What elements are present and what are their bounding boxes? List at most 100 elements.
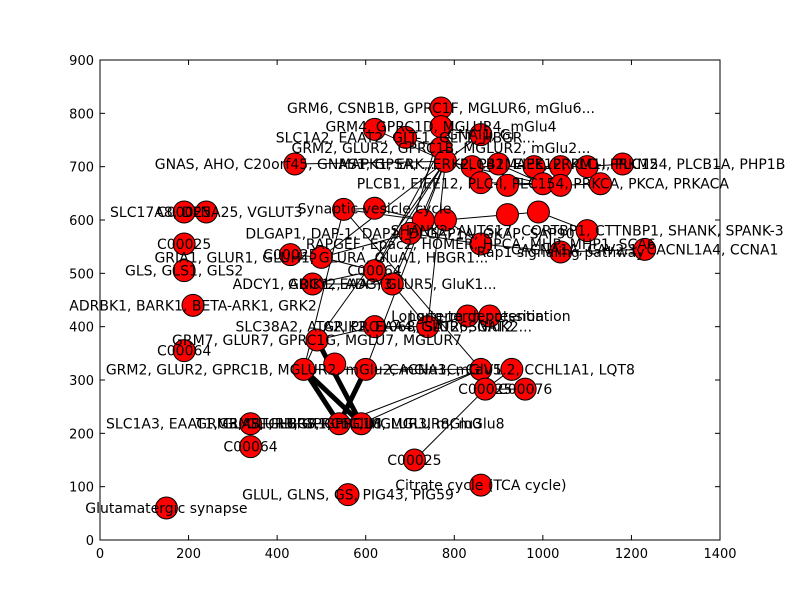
node-marker[interactable] <box>495 203 519 227</box>
node-marker[interactable] <box>363 196 387 220</box>
node-marker[interactable] <box>549 173 573 197</box>
node-label: C00025 <box>387 453 441 469</box>
axes-frame <box>99 59 721 541</box>
node-marker[interactable] <box>363 259 387 283</box>
node-marker[interactable] <box>239 412 263 436</box>
node-label: CACNA1A, CAV2.1, CACNL1A4, CCNA1 <box>511 242 778 258</box>
node-marker[interactable] <box>575 219 599 243</box>
node-marker[interactable] <box>633 237 657 261</box>
node-label: GRM2, GLUR2, GPRC1B, MGLUR2, mGlu2, mGlu… <box>106 362 502 378</box>
node-marker[interactable] <box>469 123 493 147</box>
node-marker[interactable] <box>575 155 599 179</box>
bold-edge <box>314 338 364 425</box>
node-marker[interactable] <box>526 200 550 224</box>
node-label: GRM3, GLUR3, GPRC1C, MGLUR3, mGlu3 <box>196 417 482 433</box>
node-marker[interactable] <box>239 435 263 459</box>
node-label: MAPK1, ERK, ERK2, P42MAPK, PRKM1, PRKM2 <box>339 157 658 173</box>
node-marker[interactable] <box>549 240 573 264</box>
node-marker[interactable] <box>283 152 307 176</box>
node-marker[interactable] <box>469 171 493 195</box>
node-label: PLCB1, EIEE12, PLC-I, PLC154, PRKCA, PKC… <box>357 177 730 193</box>
y-tick-label: 0 <box>86 534 94 549</box>
node-marker[interactable] <box>172 259 196 283</box>
node-label: GRIK1, EAA3, GLUR5, GluK1... <box>288 277 497 293</box>
node-marker[interactable] <box>478 304 502 328</box>
x-tick-label: 1200 <box>615 547 648 562</box>
node-marker[interactable] <box>433 208 457 232</box>
edge <box>560 248 645 253</box>
node-marker[interactable] <box>305 328 329 352</box>
node-label: Rap1 signaling pathway <box>477 245 645 261</box>
node-marker[interactable] <box>469 232 493 256</box>
y-tick-label: 400 <box>69 321 94 336</box>
edge <box>321 232 411 258</box>
node-marker[interactable] <box>487 152 511 176</box>
node-label: C00064 <box>157 344 211 360</box>
axis-ticks: 0 200 400 600 800 1000 1200 1400 0 100 200 300 400 50… <box>69 54 736 562</box>
node-label: ADRBK1, BARK1, BETA-ARK1, GRK2 <box>69 298 316 314</box>
edge <box>374 161 446 271</box>
y-tick-label: 200 <box>69 427 94 442</box>
node-label: SLC38A2, ATA2, PRO1068, SAT2, SNAT2 <box>236 320 514 336</box>
node-label: Glutamatergic synapse <box>85 501 247 517</box>
x-tick-label: 200 <box>176 547 201 562</box>
node-label: Synaptic vesicle cycle <box>298 201 452 217</box>
node-marker[interactable] <box>336 483 360 507</box>
node-label: C00025 <box>458 382 512 398</box>
node-marker[interactable] <box>500 357 524 381</box>
bold-edge <box>301 367 364 426</box>
node-marker[interactable] <box>154 496 178 520</box>
node-marker[interactable] <box>398 221 422 245</box>
node-marker[interactable] <box>278 243 302 267</box>
node-marker[interactable] <box>495 173 519 197</box>
node-marker[interactable] <box>181 293 205 317</box>
node-marker[interactable] <box>394 125 418 149</box>
node-label: RAPGEF, Epac2, HOMER, HPCA, MHP, MHP1, S… <box>306 237 656 253</box>
edge <box>414 388 486 461</box>
edge <box>374 147 442 271</box>
node-marker[interactable] <box>433 149 457 173</box>
y-tick-label: 700 <box>69 161 94 176</box>
node-label: Long-term potentiation <box>409 309 571 325</box>
node-label: C00025 <box>263 248 317 264</box>
node-marker[interactable] <box>363 117 387 141</box>
node-marker[interactable] <box>588 172 612 196</box>
node-label: Long-term depression <box>391 309 544 325</box>
edge <box>343 209 482 370</box>
node-marker[interactable] <box>473 377 497 401</box>
node-label: GNAS, AHO, C20orf45, GNAS1, GPSA, ... <box>155 157 435 173</box>
node-marker[interactable] <box>301 272 325 296</box>
node-marker[interactable] <box>402 448 426 472</box>
node-label: GRM6, CSNB1B, GPRC1F, MGLUR6, mGlu6... <box>287 101 595 117</box>
node-layer <box>154 96 657 520</box>
node-label: C00025 <box>157 205 211 221</box>
edge <box>294 160 446 165</box>
node-marker[interactable] <box>380 272 404 296</box>
edge <box>361 368 482 425</box>
node-label: C00076 <box>498 382 552 398</box>
node-marker[interactable] <box>611 152 635 176</box>
node-label: C00064 <box>347 264 401 280</box>
node-marker[interactable] <box>172 232 196 256</box>
node-marker[interactable] <box>469 473 493 497</box>
node-marker[interactable] <box>292 357 316 381</box>
node-marker[interactable] <box>363 315 387 339</box>
node-marker[interactable] <box>172 200 196 224</box>
y-tick-label: 800 <box>69 107 94 122</box>
edge <box>427 161 446 327</box>
node-marker[interactable] <box>323 352 347 376</box>
node-marker[interactable] <box>309 245 333 269</box>
node-marker[interactable] <box>354 357 378 381</box>
node-marker[interactable] <box>172 339 196 363</box>
node-marker[interactable] <box>513 377 537 401</box>
node-marker[interactable] <box>349 412 373 436</box>
node-label: C00064 <box>223 440 277 456</box>
node-label: SLC1A3, EAAT1, GLAST, HBGR1, mGlu8... <box>106 417 395 433</box>
y-tick-label: 900 <box>69 54 94 69</box>
label-layer: GRM6, CSNB1B, GPRC1F, MGLUR6, mGlu6... GR… <box>69 101 785 517</box>
node-marker[interactable] <box>416 315 440 339</box>
node-marker[interactable] <box>332 197 356 221</box>
x-tick-label: 800 <box>442 547 467 562</box>
y-tick-label: 300 <box>69 374 94 389</box>
